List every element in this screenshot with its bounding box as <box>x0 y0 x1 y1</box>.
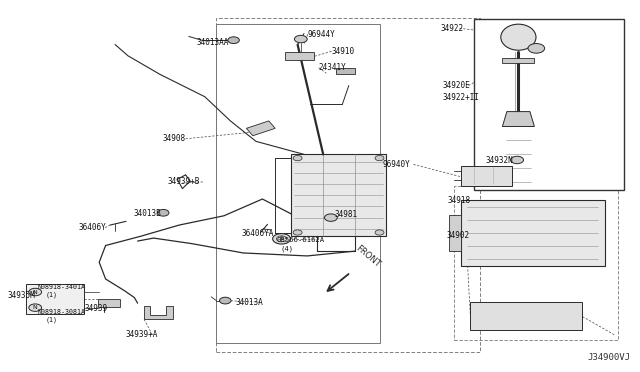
Circle shape <box>375 230 384 235</box>
Circle shape <box>294 35 307 43</box>
Circle shape <box>293 230 302 235</box>
Polygon shape <box>144 306 173 319</box>
Text: 08566-6162A: 08566-6162A <box>276 237 324 243</box>
Text: 34902: 34902 <box>447 231 470 240</box>
Text: S: S <box>280 236 284 241</box>
Bar <box>474 19 624 190</box>
Text: N08918-3081A: N08918-3081A <box>37 310 85 315</box>
Text: FRONT: FRONT <box>354 243 381 269</box>
Text: (1): (1) <box>46 317 58 323</box>
Text: 34922: 34922 <box>440 24 463 33</box>
Text: 96940Y: 96940Y <box>383 160 410 169</box>
Text: 34910: 34910 <box>332 47 355 56</box>
Text: 34935M: 34935M <box>8 291 35 300</box>
Polygon shape <box>449 215 461 251</box>
Bar <box>461 200 605 266</box>
Text: N08918-3401A: N08918-3401A <box>37 284 85 290</box>
Text: (1): (1) <box>46 291 58 298</box>
Text: 34922+II: 34922+II <box>443 93 480 102</box>
Text: 34939: 34939 <box>84 304 108 312</box>
Polygon shape <box>461 166 512 186</box>
Text: J34900VJ: J34900VJ <box>588 353 630 362</box>
Polygon shape <box>98 299 120 307</box>
Text: 34939+B: 34939+B <box>168 177 200 186</box>
Text: 34013AA: 34013AA <box>196 38 229 47</box>
Text: 34918: 34918 <box>448 196 471 205</box>
Text: 96944Y: 96944Y <box>308 30 335 39</box>
Polygon shape <box>291 154 386 236</box>
Text: 34920E: 34920E <box>443 81 470 90</box>
Polygon shape <box>285 52 314 60</box>
Bar <box>470 302 582 330</box>
Circle shape <box>293 155 302 161</box>
Circle shape <box>273 234 291 244</box>
Circle shape <box>528 44 545 53</box>
Text: 36406YA: 36406YA <box>242 229 275 238</box>
Circle shape <box>228 37 239 44</box>
Text: 34013A: 34013A <box>236 298 263 307</box>
Polygon shape <box>336 68 355 74</box>
Text: 36406Y: 36406Y <box>78 223 106 232</box>
Polygon shape <box>502 58 534 63</box>
Circle shape <box>375 155 384 161</box>
Text: N: N <box>33 289 38 295</box>
Circle shape <box>29 288 42 296</box>
Text: 34981: 34981 <box>335 210 358 219</box>
Text: 34013B: 34013B <box>133 209 161 218</box>
Bar <box>26 284 84 314</box>
Circle shape <box>324 214 337 221</box>
Polygon shape <box>246 121 275 136</box>
Text: 34932N: 34932N <box>485 156 513 165</box>
Circle shape <box>220 297 231 304</box>
Text: N: N <box>33 305 38 310</box>
Bar <box>216 24 380 343</box>
Text: 24341Y: 24341Y <box>319 63 346 72</box>
Text: (4): (4) <box>280 245 294 252</box>
Circle shape <box>511 156 524 164</box>
Polygon shape <box>502 112 534 126</box>
Circle shape <box>29 304 42 311</box>
Text: 34908: 34908 <box>163 134 186 143</box>
Text: 34939+A: 34939+A <box>125 330 158 339</box>
Ellipse shape <box>501 24 536 50</box>
Circle shape <box>157 209 169 216</box>
